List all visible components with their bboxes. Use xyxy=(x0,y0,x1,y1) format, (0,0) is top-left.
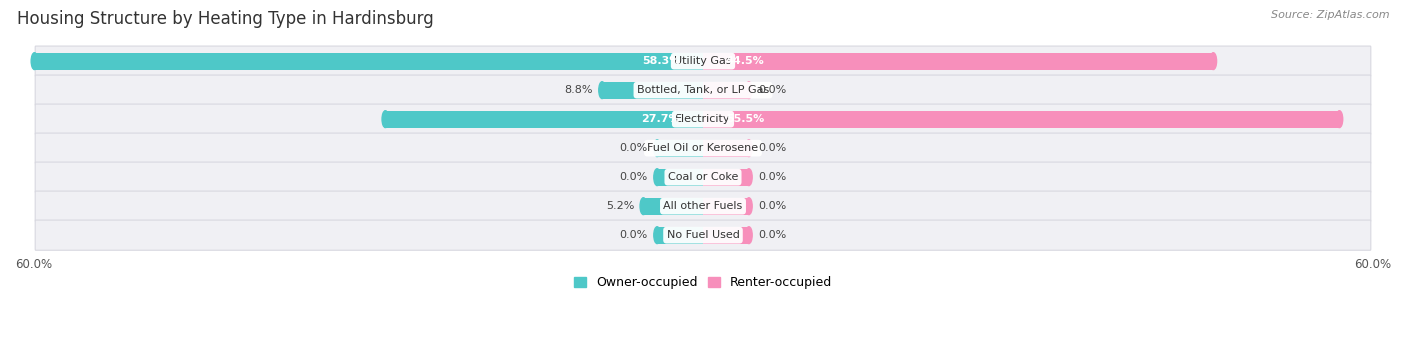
Text: 60.0%: 60.0% xyxy=(1354,258,1391,271)
FancyBboxPatch shape xyxy=(35,162,1371,192)
Circle shape xyxy=(654,227,661,243)
Text: 0.0%: 0.0% xyxy=(758,172,786,182)
Text: 0.0%: 0.0% xyxy=(758,85,786,95)
Text: 0.0%: 0.0% xyxy=(620,143,648,153)
Text: 58.3%: 58.3% xyxy=(641,56,681,66)
FancyBboxPatch shape xyxy=(35,133,1371,163)
Bar xyxy=(703,82,749,99)
Circle shape xyxy=(640,198,647,214)
Text: Fuel Oil or Kerosene: Fuel Oil or Kerosene xyxy=(647,143,759,153)
Text: Bottled, Tank, or LP Gas: Bottled, Tank, or LP Gas xyxy=(637,85,769,95)
Text: Source: ZipAtlas.com: Source: ZipAtlas.com xyxy=(1271,10,1389,20)
Circle shape xyxy=(745,198,752,214)
Bar xyxy=(703,198,749,214)
Text: 60.0%: 60.0% xyxy=(15,258,52,271)
Text: Coal or Coke: Coal or Coke xyxy=(668,172,738,182)
Bar xyxy=(703,111,1340,128)
FancyBboxPatch shape xyxy=(35,46,1371,76)
Bar xyxy=(602,82,703,99)
Circle shape xyxy=(654,169,661,186)
FancyBboxPatch shape xyxy=(35,191,1371,221)
FancyBboxPatch shape xyxy=(35,104,1371,134)
Text: 44.5%: 44.5% xyxy=(725,56,765,66)
Bar xyxy=(35,53,703,70)
Bar xyxy=(644,198,703,214)
Text: 0.0%: 0.0% xyxy=(758,201,786,211)
FancyBboxPatch shape xyxy=(35,220,1371,250)
Text: 8.8%: 8.8% xyxy=(564,85,593,95)
Circle shape xyxy=(1336,111,1343,128)
Text: 0.0%: 0.0% xyxy=(758,143,786,153)
Bar xyxy=(385,111,703,128)
Circle shape xyxy=(1211,53,1216,70)
Text: Housing Structure by Heating Type in Hardinsburg: Housing Structure by Heating Type in Har… xyxy=(17,10,433,28)
Circle shape xyxy=(654,140,661,157)
Text: All other Fuels: All other Fuels xyxy=(664,201,742,211)
Bar xyxy=(657,169,703,186)
Circle shape xyxy=(382,111,388,128)
Circle shape xyxy=(745,140,752,157)
Text: Utility Gas: Utility Gas xyxy=(675,56,731,66)
Text: No Fuel Used: No Fuel Used xyxy=(666,230,740,240)
Text: 27.7%: 27.7% xyxy=(641,114,681,124)
Text: 55.5%: 55.5% xyxy=(725,114,765,124)
Bar xyxy=(703,140,749,157)
Circle shape xyxy=(745,169,752,186)
Bar xyxy=(657,227,703,243)
Circle shape xyxy=(745,227,752,243)
Bar xyxy=(703,227,749,243)
Bar xyxy=(703,53,1213,70)
Text: 0.0%: 0.0% xyxy=(620,172,648,182)
Legend: Owner-occupied, Renter-occupied: Owner-occupied, Renter-occupied xyxy=(568,271,838,294)
Circle shape xyxy=(599,82,606,99)
Text: 5.2%: 5.2% xyxy=(606,201,634,211)
Bar xyxy=(657,140,703,157)
Text: Electricity: Electricity xyxy=(675,114,731,124)
Bar xyxy=(703,169,749,186)
FancyBboxPatch shape xyxy=(35,75,1371,105)
Circle shape xyxy=(31,53,38,70)
Text: 0.0%: 0.0% xyxy=(758,230,786,240)
Text: 0.0%: 0.0% xyxy=(620,230,648,240)
Circle shape xyxy=(745,82,752,99)
